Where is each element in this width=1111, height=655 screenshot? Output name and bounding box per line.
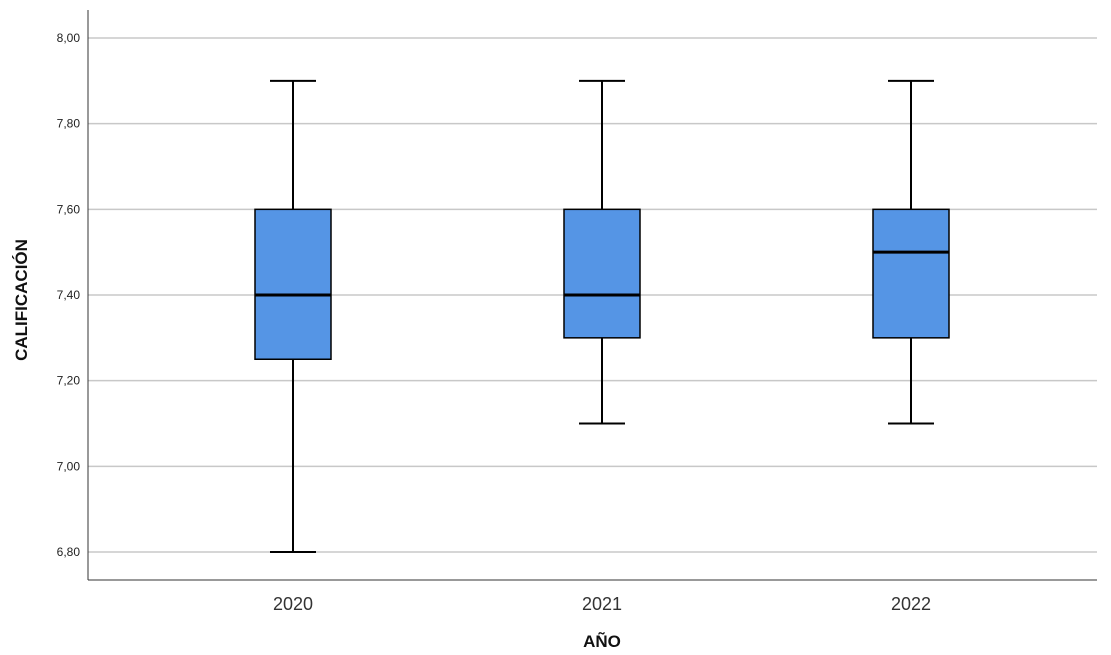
boxes (254, 79, 950, 553)
x-tick-label: 2022 (891, 594, 931, 614)
box-group (563, 79, 641, 425)
box-group (254, 79, 332, 553)
y-tick-label: 7,40 (57, 288, 81, 302)
y-tick-label: 7,20 (57, 374, 81, 388)
y-tick-label: 7,60 (57, 202, 81, 216)
x-axis-title: AÑO (583, 631, 621, 651)
x-tick-labels: 2020 2021 2022 (273, 594, 931, 614)
y-axis-title: CALIFICACIÓN (12, 239, 31, 361)
x-tick-label: 2021 (582, 594, 622, 614)
box-iqr (563, 208, 641, 339)
y-tick-label: 7,00 (57, 459, 81, 473)
y-tick-label: 6,80 (57, 545, 81, 559)
y-tick-label: 7,80 (57, 117, 81, 131)
x-tick-label: 2020 (273, 594, 313, 614)
box-iqr (254, 208, 332, 360)
box-iqr (872, 208, 950, 339)
y-tick-label: 8,00 (57, 31, 81, 45)
y-tick-labels: 6,80 7,00 7,20 7,40 7,60 7,80 8,00 (57, 31, 81, 559)
box-group (872, 79, 950, 425)
